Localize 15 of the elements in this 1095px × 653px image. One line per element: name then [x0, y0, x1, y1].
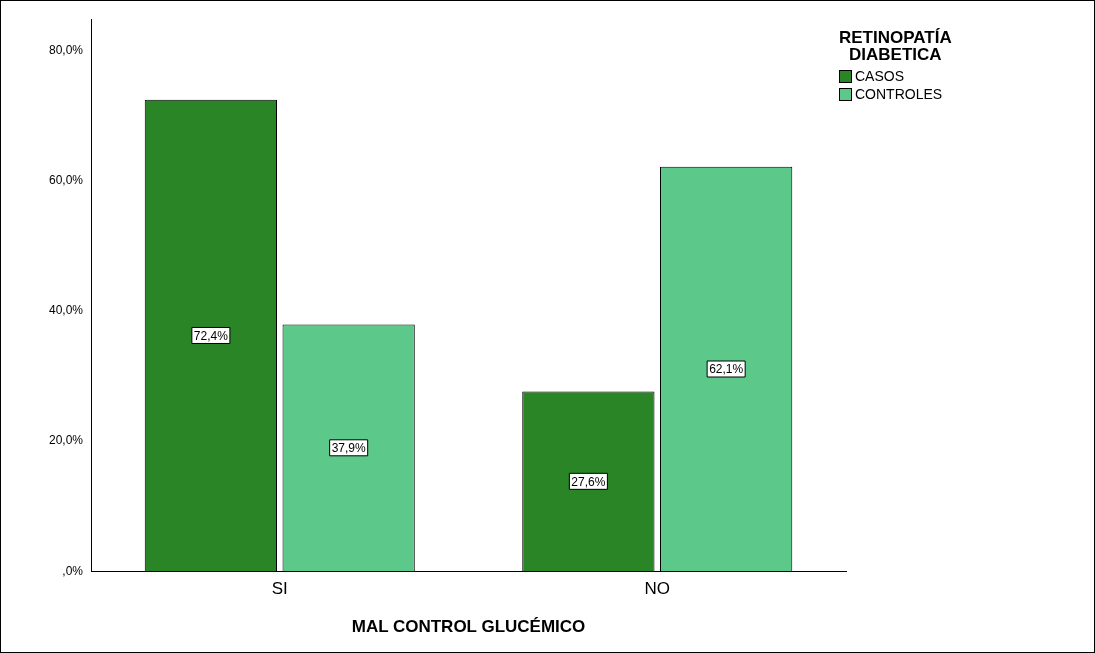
- y-tick-label: 40,0%: [48, 303, 84, 318]
- legend-label: CONTROLES: [855, 86, 943, 102]
- y-tick-label: ,0%: [62, 563, 84, 578]
- data-label: 62,1%: [709, 362, 744, 377]
- x-axis-title: MAL CONTROL GLUCÉMICO: [351, 617, 586, 637]
- x-tick-label: SI: [271, 579, 288, 599]
- data-label: 37,9%: [331, 441, 366, 456]
- legend-title: RETINOPATÍA DIABETICA: [839, 28, 952, 64]
- data-label: 27,6%: [571, 474, 606, 489]
- y-tick-label: 60,0%: [48, 172, 84, 187]
- y-tick-label: 20,0%: [48, 433, 84, 448]
- x-tick-label: NO: [644, 579, 671, 599]
- y-tick-label: 80,0%: [48, 42, 84, 57]
- data-label: 72,4%: [193, 328, 229, 343]
- legend-label: CASOS: [855, 68, 905, 84]
